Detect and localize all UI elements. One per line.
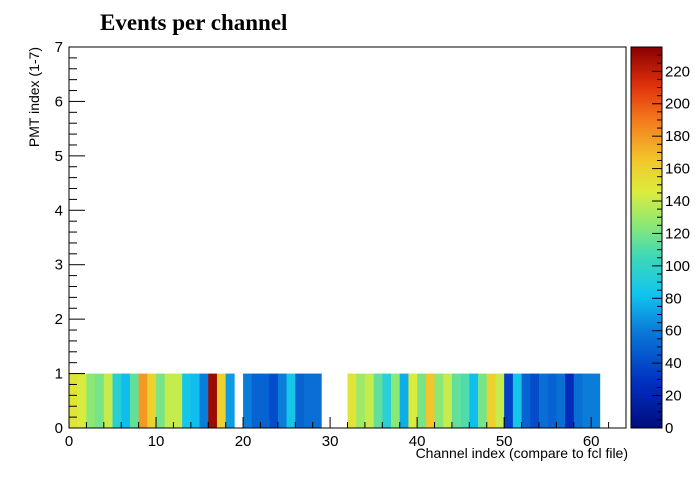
heatmap-cell: [303, 373, 313, 428]
heatmap-cell: [69, 373, 79, 428]
heatmap-cell: [486, 373, 496, 428]
heatmap-cell: [182, 373, 192, 428]
heatmap-cell: [512, 373, 522, 428]
heatmap-cell: [77, 373, 87, 428]
colorbar-tick-label: 100: [665, 258, 690, 275]
heatmap-cell: [530, 373, 540, 428]
heatmap-cell: [556, 373, 566, 428]
heatmap-cell: [382, 373, 392, 428]
heatmap-cell: [565, 373, 575, 428]
heatmap-cell: [364, 373, 374, 428]
colorbar-tick-label: 120: [665, 225, 690, 242]
x-axis-label: Channel index (compare to fcl file): [416, 445, 628, 461]
heatmap-cell: [199, 373, 209, 428]
heatmap-cell: [312, 373, 322, 428]
heatmap-cell: [495, 373, 505, 428]
colorbar-tick-label: 0: [665, 420, 673, 437]
heatmap-cell: [112, 373, 122, 428]
heatmap-cell: [373, 373, 383, 428]
heatmap-cell: [260, 373, 270, 428]
colorbar: [630, 46, 663, 429]
colorbar-tick-label: 40: [665, 355, 682, 372]
colorbar-tick-label: 200: [665, 96, 690, 113]
y-tick-label: 0: [55, 420, 63, 437]
colorbar-tick-label: 160: [665, 161, 690, 178]
heatmap-cell: [347, 373, 357, 428]
heatmap-cell: [208, 373, 218, 428]
heatmap-cell: [408, 373, 418, 428]
heatmap-cell: [86, 373, 96, 428]
heatmap-cell: [164, 373, 174, 428]
heatmap-cell: [573, 373, 583, 428]
y-tick-label: 5: [55, 148, 63, 165]
y-tick-label: 6: [55, 93, 63, 110]
y-tick-label: 3: [55, 257, 63, 274]
heatmap-cell: [156, 373, 166, 428]
heatmap-cell: [190, 373, 200, 428]
y-axis: 0 1 2 3 4 5 6 7: [55, 39, 85, 437]
heatmap-cell: [391, 373, 401, 428]
colorbar-tick-label: 80: [665, 290, 682, 307]
colorbar-tick-label: 60: [665, 323, 682, 340]
y-tick-label: 4: [55, 202, 63, 219]
heatmap-cell: [95, 373, 105, 428]
heatmap-cell: [521, 373, 531, 428]
heatmap-cell: [243, 373, 253, 428]
heatmap-cell: [225, 373, 235, 428]
heatmap-cell: [277, 373, 287, 428]
heatmap-cell: [460, 373, 470, 428]
x-tick-label: 50: [496, 433, 513, 450]
heatmap-cell: [451, 373, 461, 428]
heatmap-cell: [216, 373, 226, 428]
x-tick-label: 60: [583, 433, 600, 450]
plot-frame: [68, 46, 627, 429]
x-axis: 0 10 20 30 40 50 60: [65, 417, 627, 450]
heatmap-cell: [269, 373, 279, 428]
heatmap-cell: [443, 373, 453, 428]
y-tick-label: 7: [55, 39, 63, 56]
heatmap-cell: [356, 373, 366, 428]
heatmap-cell: [295, 373, 305, 428]
heatmap-cell: [138, 373, 148, 428]
y-tick-label: 1: [55, 366, 63, 383]
heatmap-cell: [591, 373, 601, 428]
y-axis-label: PMT index (1-7): [26, 47, 42, 147]
heatmap-cell: [582, 373, 592, 428]
chart-title: Events per channel: [100, 10, 287, 35]
heatmap-cell: [129, 373, 139, 428]
heatmap-cell: [286, 373, 296, 428]
heatmap-cell: [434, 373, 444, 428]
heatmap-cell: [173, 373, 183, 428]
colorbar-tick-label: 20: [665, 388, 682, 405]
heatmap-cell: [478, 373, 488, 428]
heatmap-cell: [417, 373, 427, 428]
heatmap-cell: [103, 373, 113, 428]
heatmap-cells: [69, 373, 601, 428]
heatmap-cell: [399, 373, 409, 428]
x-tick-label: 10: [148, 433, 165, 450]
heatmap-cell: [547, 373, 557, 428]
colorbar-tick-label: 140: [665, 193, 690, 210]
y-tick-label: 2: [55, 311, 63, 328]
colorbar-axis: 0 20 40 60 80 100 120 140 160 180 200 220: [652, 46, 690, 437]
colorbar-tick-label: 220: [665, 63, 690, 80]
heatmap-cell: [147, 373, 157, 428]
x-tick-label: 0: [65, 433, 73, 450]
heatmap-cell: [251, 373, 261, 428]
heatmap-cell: [425, 373, 435, 428]
heatmap-cell: [121, 373, 131, 428]
x-tick-label: 20: [235, 433, 252, 450]
x-tick-label: 40: [409, 433, 426, 450]
x-tick-label: 30: [322, 433, 339, 450]
heatmap-cell: [469, 373, 479, 428]
heatmap-cell: [538, 373, 548, 428]
heatmap-cell: [504, 373, 514, 428]
colorbar-tick-label: 180: [665, 128, 690, 145]
